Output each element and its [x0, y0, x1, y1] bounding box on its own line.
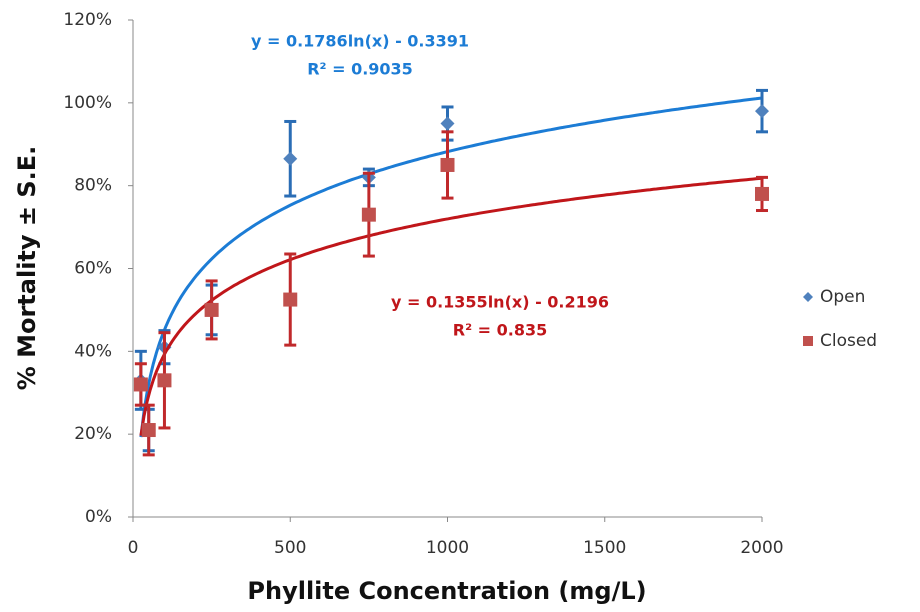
trendline-r2: R² = 0.9035: [307, 60, 413, 79]
point: [361, 207, 376, 222]
y-tick-label: 20%: [74, 424, 112, 444]
trendline-equation: y = 0.1786ln(x) - 0.3391: [251, 32, 469, 51]
x-tick-label: 500: [274, 538, 306, 558]
point: [440, 157, 455, 172]
y-tick-label: 120%: [63, 10, 112, 30]
trendline-r2: R² = 0.835: [453, 321, 547, 340]
point: [755, 186, 769, 201]
trendline: [139, 96, 763, 438]
point: [755, 104, 769, 119]
y-axis-title: % Mortality ± S.E.: [13, 146, 41, 391]
trendline-equation: y = 0.1355ln(x) - 0.2196: [391, 293, 609, 312]
x-tick-label: 0: [128, 538, 139, 558]
x-tick-label: 1500: [583, 538, 626, 558]
legend-marker: [803, 336, 813, 346]
point: [283, 151, 298, 166]
point: [133, 377, 148, 392]
point: [141, 423, 156, 438]
y-tick-label: 0%: [85, 507, 112, 527]
x-tick-label: 1000: [426, 538, 469, 558]
trendline: [139, 176, 763, 436]
x-tick-label: 2000: [740, 538, 783, 558]
legend-label: Open: [820, 287, 865, 307]
y-tick-label: 100%: [63, 93, 112, 113]
point: [440, 116, 455, 131]
point: [283, 292, 298, 307]
x-axis-title: Phyllite Concentration (mg/L): [247, 577, 646, 605]
y-tick-label: 60%: [74, 259, 112, 279]
point: [157, 373, 172, 388]
point: [204, 302, 219, 317]
legend-marker: [803, 292, 813, 302]
legend-label: Closed: [820, 331, 877, 351]
y-tick-label: 40%: [74, 341, 112, 361]
y-tick-label: 80%: [74, 176, 112, 196]
